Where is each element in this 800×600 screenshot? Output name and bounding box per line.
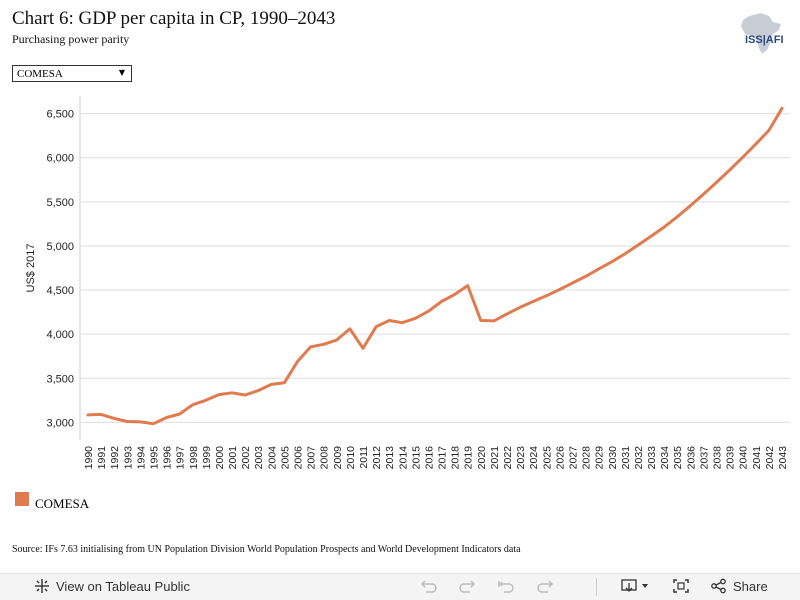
x-tick-label: 2021 [489,446,501,470]
x-tick-label: 2020 [476,446,488,470]
x-tick-label: 2000 [214,446,226,470]
region-select[interactable]: COMESA ▼ [12,65,132,82]
x-tick-label: 2024 [528,446,540,470]
y-tick-label: 3,000 [46,417,74,429]
x-tick-label: 2037 [698,446,710,470]
x-tick-label: 1998 [188,446,200,470]
iss-afi-logo: ISS|AFI [735,10,795,56]
refresh-icon[interactable] [536,578,554,596]
toolbar-divider [596,578,597,596]
x-tick-label: 2003 [253,446,265,470]
tableau-icon [34,578,50,596]
x-tick-label: 2005 [279,446,291,470]
share-button[interactable]: Share [733,579,768,594]
x-tick-label: 2034 [659,446,671,470]
x-tick-label: 2042 [764,446,776,470]
x-tick-label: 2008 [319,446,331,470]
y-tick-label: 3,500 [46,373,74,385]
x-tick-label: 2006 [293,446,305,470]
x-tick-label: 2033 [646,446,658,470]
x-tick-label: 2036 [685,446,697,470]
x-tick-label: 1990 [83,446,95,470]
x-tick-label: 1997 [175,446,187,470]
x-tick-label: 2043 [777,446,789,470]
x-tick-label: 2010 [345,446,357,470]
undo-icon[interactable] [420,578,438,596]
revert-icon[interactable] [497,578,515,596]
x-tick-label: 2016 [423,446,435,470]
x-tick-label: 2009 [332,446,344,470]
y-tick-label: 4,000 [46,329,74,341]
x-tick-label: 2022 [502,446,514,470]
chevron-down-icon: ▼ [118,68,125,77]
x-tick-label: 2001 [227,446,239,470]
y-axis-label: US$ 2017 [25,244,37,293]
logo-text: ISS|AFI [745,34,784,46]
y-tick-label: 6,500 [46,109,74,121]
x-tick-label: 2035 [672,446,684,470]
x-tick-label: 2031 [620,446,632,470]
share-icon[interactable] [710,578,728,596]
x-tick-label: 2041 [751,446,763,470]
y-tick-label: 5,500 [46,197,74,209]
line-chart: 3,000 3,500 4,000 4,500 5,000 5,500 6,000 6,500… [25,96,790,470]
x-tick-label: 2019 [463,446,475,470]
x-tick-label: 2013 [384,446,396,470]
source-note: Source: IFs 7.63 initialising from UN Po… [12,544,521,555]
x-tick-label: 2027 [567,446,579,470]
y-tick-label: 5,000 [46,241,74,253]
x-tick-label: 2029 [594,446,606,470]
view-on-tableau-link[interactable]: View on Tableau Public [56,579,190,594]
x-tick-label: 2017 [437,446,449,470]
x-tick-label: 2028 [581,446,593,470]
x-tick-label: 1991 [96,446,108,470]
x-tick-label: 2038 [712,446,724,470]
x-tick-label: 2030 [607,446,619,470]
redo-icon[interactable] [458,578,476,596]
x-tick-label: 2026 [554,446,566,470]
x-tick-label: 2039 [725,446,737,470]
x-tick-label: 1993 [122,446,134,470]
x-tick-label: 2004 [266,446,278,470]
chart-title: Chart 6: GDP per capita in CP, 1990–2043 [12,8,336,29]
x-tick-label: 2023 [515,446,527,470]
x-tick-label: 2007 [306,446,318,470]
x-tick-label: 2015 [410,446,422,470]
chart-subtitle: Purchasing power parity [12,32,130,46]
x-tick-label: 2025 [541,446,553,470]
x-tick-label: 2014 [397,446,409,470]
x-tick-label: 2032 [633,446,645,470]
download-icon[interactable] [620,578,652,596]
y-tick-label: 6,000 [46,153,74,165]
y-tick-label: 4,500 [46,285,74,297]
series-line-comesa [86,106,784,426]
x-tick-label: 2040 [738,446,750,470]
x-tick-label: 2018 [450,446,462,470]
x-tick-label: 2002 [240,446,252,470]
region-select-value: COMESA [17,68,63,80]
tableau-toolbar: View on Tableau Public Share [0,573,800,600]
x-tick-label: 1992 [109,446,121,470]
x-tick-label: 1999 [201,446,213,470]
fullscreen-icon[interactable] [672,578,690,596]
legend-label-comesa: COMESA [35,496,90,511]
legend-swatch-comesa [15,492,29,506]
x-tick-label: 1994 [135,446,147,470]
x-tick-label: 1995 [148,446,160,470]
x-tick-label: 2011 [358,446,370,469]
x-tick-label: 2012 [371,446,383,470]
x-tick-label: 1996 [162,446,174,470]
